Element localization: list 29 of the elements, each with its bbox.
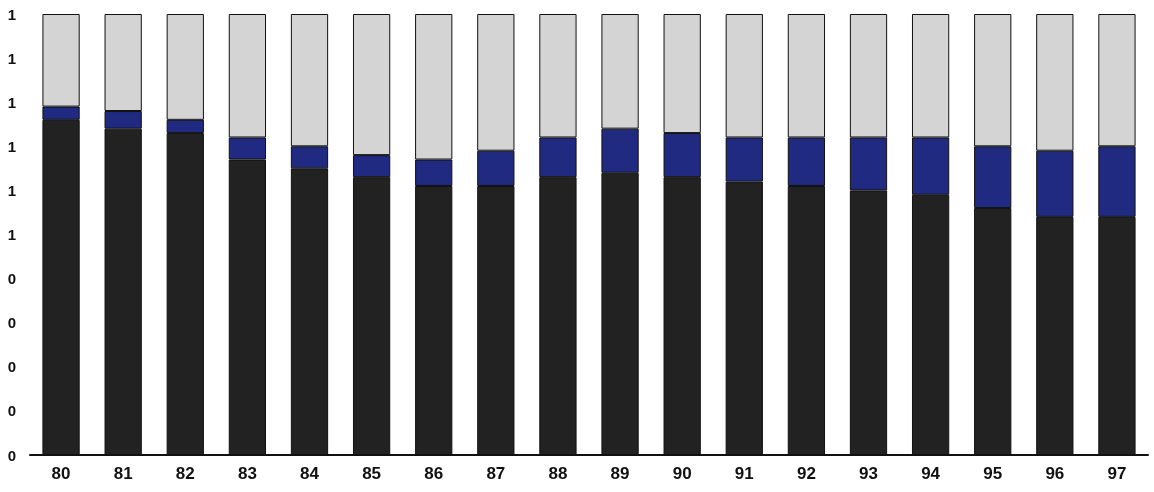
y-tick-label: 1	[7, 226, 16, 243]
x-tick-label: 95	[983, 464, 1003, 483]
y-tick-label: 1	[7, 49, 16, 67]
x-tick-label: 87	[486, 464, 506, 483]
x-tick-label: 93	[859, 464, 878, 483]
x-tick-label: 94	[921, 464, 941, 483]
x-tick-label: 96	[1045, 464, 1065, 483]
y-tick-label: 1	[7, 181, 16, 199]
y-tick-label: 1	[7, 137, 16, 155]
x-tick-label: 84	[300, 464, 320, 483]
x-tick-label: 85	[362, 464, 382, 483]
x-tick-label: 82	[175, 464, 195, 483]
y-tick-label: 0	[7, 446, 16, 464]
y-tick-label: 0	[7, 402, 16, 420]
x-tick-label: 86	[424, 464, 444, 483]
y-tick-label: 0	[7, 314, 16, 332]
x-tick-label: 89	[610, 464, 630, 483]
x-tick-label: 90	[672, 464, 692, 483]
x-tick-label: 92	[796, 464, 816, 483]
y-tick-label: 1	[7, 5, 16, 23]
x-tick-label: 81	[113, 464, 133, 483]
x-tick-label: 83	[237, 464, 257, 483]
y-tick-label: 0	[7, 358, 16, 376]
x-tick-label: 97	[1107, 464, 1127, 483]
y-tick-label: 1	[7, 93, 16, 111]
x-tick-label: 88	[548, 464, 568, 483]
x-tick-label: 80	[51, 464, 71, 483]
y-tick-label: 0	[7, 270, 16, 288]
x-tick-label: 91	[734, 464, 754, 483]
